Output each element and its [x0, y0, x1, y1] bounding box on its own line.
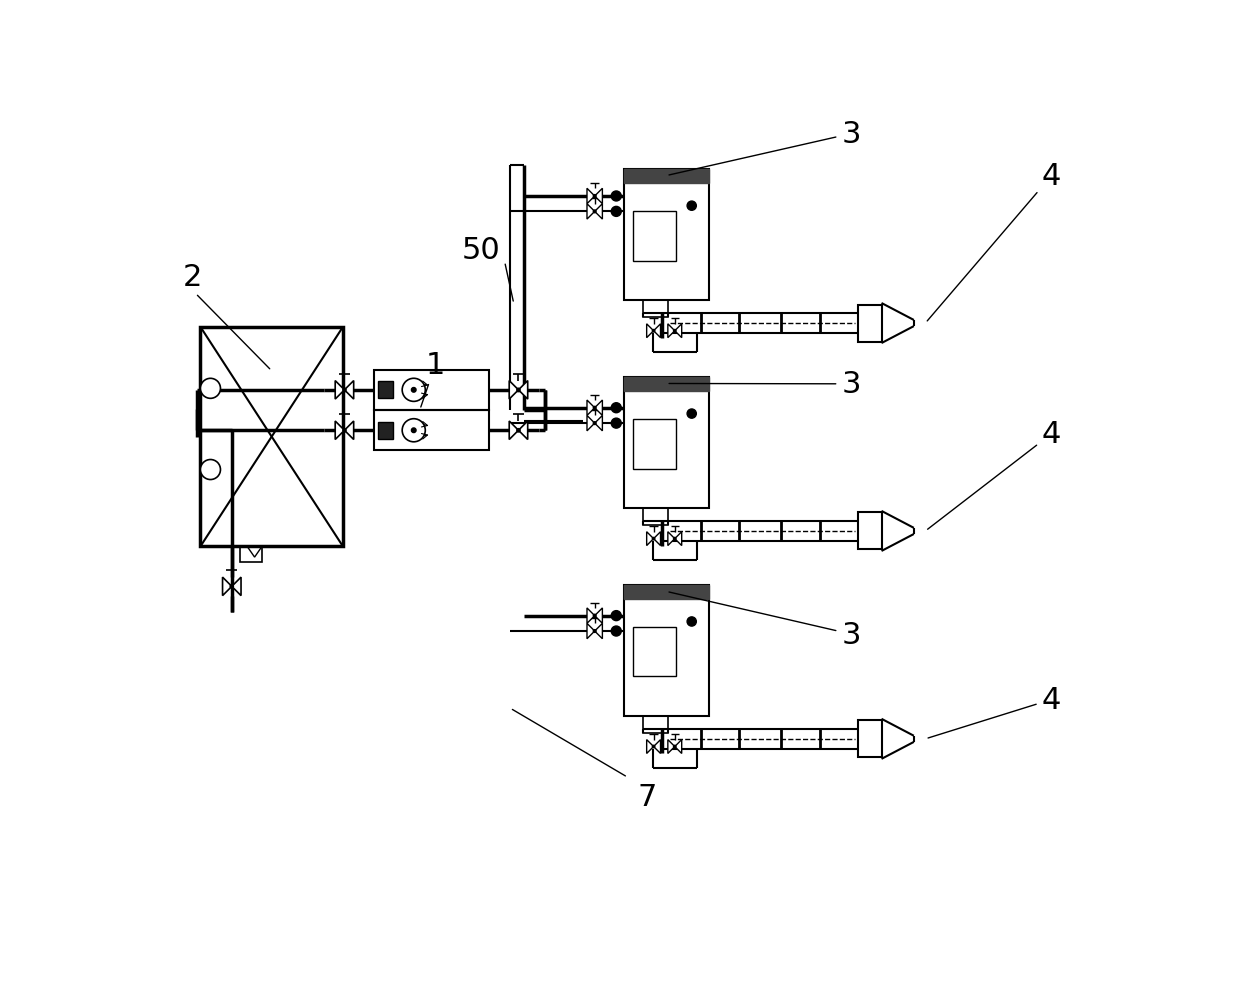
- Text: 3: 3: [670, 593, 861, 649]
- Bar: [624, 378, 708, 391]
- Bar: [634, 627, 676, 676]
- Circle shape: [231, 585, 233, 589]
- Circle shape: [593, 195, 596, 198]
- Polygon shape: [668, 532, 675, 546]
- Circle shape: [673, 330, 676, 332]
- Text: 4: 4: [928, 685, 1061, 739]
- Circle shape: [201, 379, 221, 399]
- Bar: [241, 547, 262, 562]
- Polygon shape: [647, 532, 653, 546]
- Bar: [624, 170, 708, 301]
- Text: 3: 3: [670, 370, 861, 399]
- Circle shape: [342, 429, 346, 433]
- Circle shape: [652, 537, 655, 540]
- Circle shape: [673, 537, 676, 540]
- Bar: [634, 419, 676, 469]
- Polygon shape: [595, 400, 603, 416]
- Bar: [373, 371, 490, 410]
- Circle shape: [611, 611, 621, 621]
- Polygon shape: [587, 204, 595, 220]
- Circle shape: [412, 388, 417, 392]
- Text: 3: 3: [670, 120, 861, 176]
- Circle shape: [593, 211, 596, 214]
- Polygon shape: [675, 532, 682, 546]
- Polygon shape: [647, 324, 653, 338]
- Bar: [624, 378, 708, 509]
- Polygon shape: [653, 740, 661, 753]
- Text: 1: 1: [420, 351, 445, 407]
- Polygon shape: [668, 740, 675, 753]
- Polygon shape: [653, 324, 661, 338]
- Circle shape: [593, 422, 596, 425]
- Bar: [858, 306, 882, 342]
- Bar: [634, 212, 676, 261]
- Circle shape: [673, 745, 676, 748]
- Polygon shape: [335, 382, 345, 399]
- Text: 4: 4: [928, 163, 1061, 321]
- Polygon shape: [595, 189, 603, 204]
- Polygon shape: [675, 740, 682, 753]
- Circle shape: [593, 407, 596, 410]
- Polygon shape: [335, 422, 345, 440]
- Circle shape: [611, 419, 621, 429]
- Polygon shape: [595, 624, 603, 639]
- Circle shape: [687, 202, 697, 211]
- Circle shape: [517, 388, 520, 392]
- Polygon shape: [232, 578, 241, 596]
- Circle shape: [412, 429, 417, 433]
- Circle shape: [611, 207, 621, 217]
- Circle shape: [687, 409, 697, 419]
- Polygon shape: [653, 532, 661, 546]
- Circle shape: [593, 630, 596, 633]
- Text: 2: 2: [184, 262, 270, 370]
- Polygon shape: [675, 324, 682, 338]
- Bar: [373, 411, 490, 451]
- Polygon shape: [510, 382, 518, 399]
- Polygon shape: [595, 608, 603, 624]
- Polygon shape: [587, 189, 595, 204]
- Circle shape: [342, 388, 346, 392]
- Bar: [858, 513, 882, 550]
- Polygon shape: [510, 422, 518, 440]
- Bar: [201, 327, 343, 547]
- Polygon shape: [345, 422, 353, 440]
- Polygon shape: [647, 740, 653, 753]
- Bar: [377, 382, 393, 399]
- Bar: [642, 509, 668, 526]
- Bar: [858, 721, 882, 757]
- Polygon shape: [518, 382, 528, 399]
- Circle shape: [517, 429, 520, 433]
- Polygon shape: [222, 578, 232, 596]
- Bar: [377, 422, 393, 440]
- Text: 4: 4: [928, 420, 1061, 529]
- Bar: [642, 716, 668, 733]
- Polygon shape: [587, 624, 595, 639]
- Circle shape: [611, 626, 621, 636]
- Polygon shape: [595, 416, 603, 432]
- Circle shape: [652, 330, 655, 332]
- Bar: [624, 170, 708, 183]
- Bar: [642, 301, 668, 317]
- Text: 50: 50: [463, 236, 501, 265]
- Circle shape: [593, 614, 596, 617]
- Bar: [624, 586, 708, 716]
- Polygon shape: [345, 382, 353, 399]
- Bar: [624, 586, 708, 599]
- Circle shape: [611, 403, 621, 413]
- Polygon shape: [595, 204, 603, 220]
- Polygon shape: [668, 324, 675, 338]
- Polygon shape: [587, 608, 595, 624]
- Text: 7: 7: [637, 782, 657, 811]
- Circle shape: [402, 379, 425, 402]
- Circle shape: [201, 460, 221, 480]
- Circle shape: [402, 419, 425, 443]
- Polygon shape: [587, 416, 595, 432]
- Polygon shape: [587, 400, 595, 416]
- Polygon shape: [518, 422, 528, 440]
- Circle shape: [652, 745, 655, 748]
- Circle shape: [611, 192, 621, 202]
- Circle shape: [687, 617, 697, 626]
